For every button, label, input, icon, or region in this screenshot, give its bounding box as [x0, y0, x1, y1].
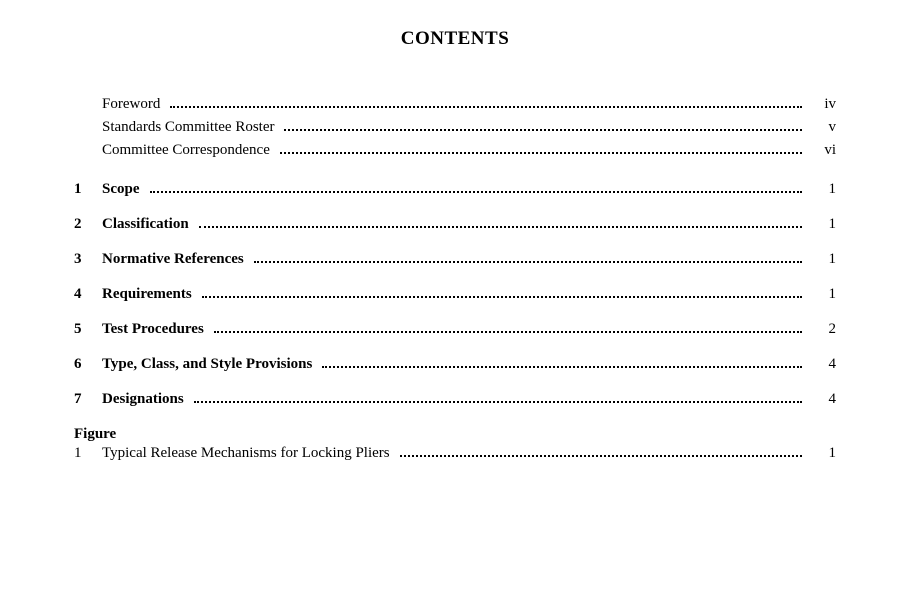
toc-label: Classification	[102, 216, 195, 233]
dot-leader	[170, 106, 802, 108]
toc-page-num: 1	[808, 286, 836, 303]
dot-leader	[254, 261, 802, 263]
toc-page-num: 1	[808, 181, 836, 198]
toc-label: Standards Committee Roster	[102, 119, 280, 136]
toc-page-num: vi	[808, 142, 836, 159]
dot-leader	[400, 455, 802, 457]
toc-num: 1	[74, 445, 102, 462]
toc-label: Type, Class, and Style Provisions	[102, 356, 318, 373]
toc-num: 4	[74, 286, 102, 303]
dot-leader	[280, 152, 802, 154]
toc-row-front: Foreword iv	[74, 96, 836, 113]
toc-label: Typical Release Mechanisms for Locking P…	[102, 445, 396, 462]
toc-num: 2	[74, 216, 102, 233]
toc-label: Foreword	[102, 96, 166, 113]
toc-num: 5	[74, 321, 102, 338]
toc-page-num: v	[808, 119, 836, 136]
toc-num: 3	[74, 251, 102, 268]
toc-page: CONTENTS Foreword iv Standards Committee…	[0, 0, 900, 462]
toc-page-num: iv	[808, 96, 836, 113]
dot-leader	[322, 366, 802, 368]
toc-label: Requirements	[102, 286, 198, 303]
toc-row-section: 2 Classification 1	[74, 216, 836, 233]
dot-leader	[194, 401, 802, 403]
toc-row-section: 5 Test Procedures 2	[74, 321, 836, 338]
page-title: CONTENTS	[74, 28, 836, 50]
figure-heading: Figure	[74, 426, 836, 443]
toc-label: Committee Correspondence	[102, 142, 276, 159]
toc-row-front: Committee Correspondence vi	[74, 142, 836, 159]
toc-page-num: 4	[808, 356, 836, 373]
toc-num: 1	[74, 181, 102, 198]
toc-label: Test Procedures	[102, 321, 210, 338]
toc-page-num: 1	[808, 251, 836, 268]
dot-leader	[150, 191, 803, 193]
toc-row-section: 6 Type, Class, and Style Provisions 4	[74, 356, 836, 373]
toc-label: Scope	[102, 181, 146, 198]
toc-page-num: 4	[808, 391, 836, 408]
dot-leader	[214, 331, 802, 333]
dot-leader	[199, 226, 802, 228]
toc-page-num: 1	[808, 445, 836, 462]
toc-row-section: 3 Normative References 1	[74, 251, 836, 268]
toc-page-num: 1	[808, 216, 836, 233]
toc-label: Normative References	[102, 251, 250, 268]
dot-leader	[284, 129, 802, 131]
toc-row-section: 4 Requirements 1	[74, 286, 836, 303]
toc-row-section: 1 Scope 1	[74, 181, 836, 198]
toc-num: 6	[74, 356, 102, 373]
toc-row-front: Standards Committee Roster v	[74, 119, 836, 136]
toc-page-num: 2	[808, 321, 836, 338]
toc-label: Designations	[102, 391, 190, 408]
dot-leader	[202, 296, 802, 298]
toc-row-section: 7 Designations 4	[74, 391, 836, 408]
toc-row-figure: 1 Typical Release Mechanisms for Locking…	[74, 445, 836, 462]
toc-num: 7	[74, 391, 102, 408]
